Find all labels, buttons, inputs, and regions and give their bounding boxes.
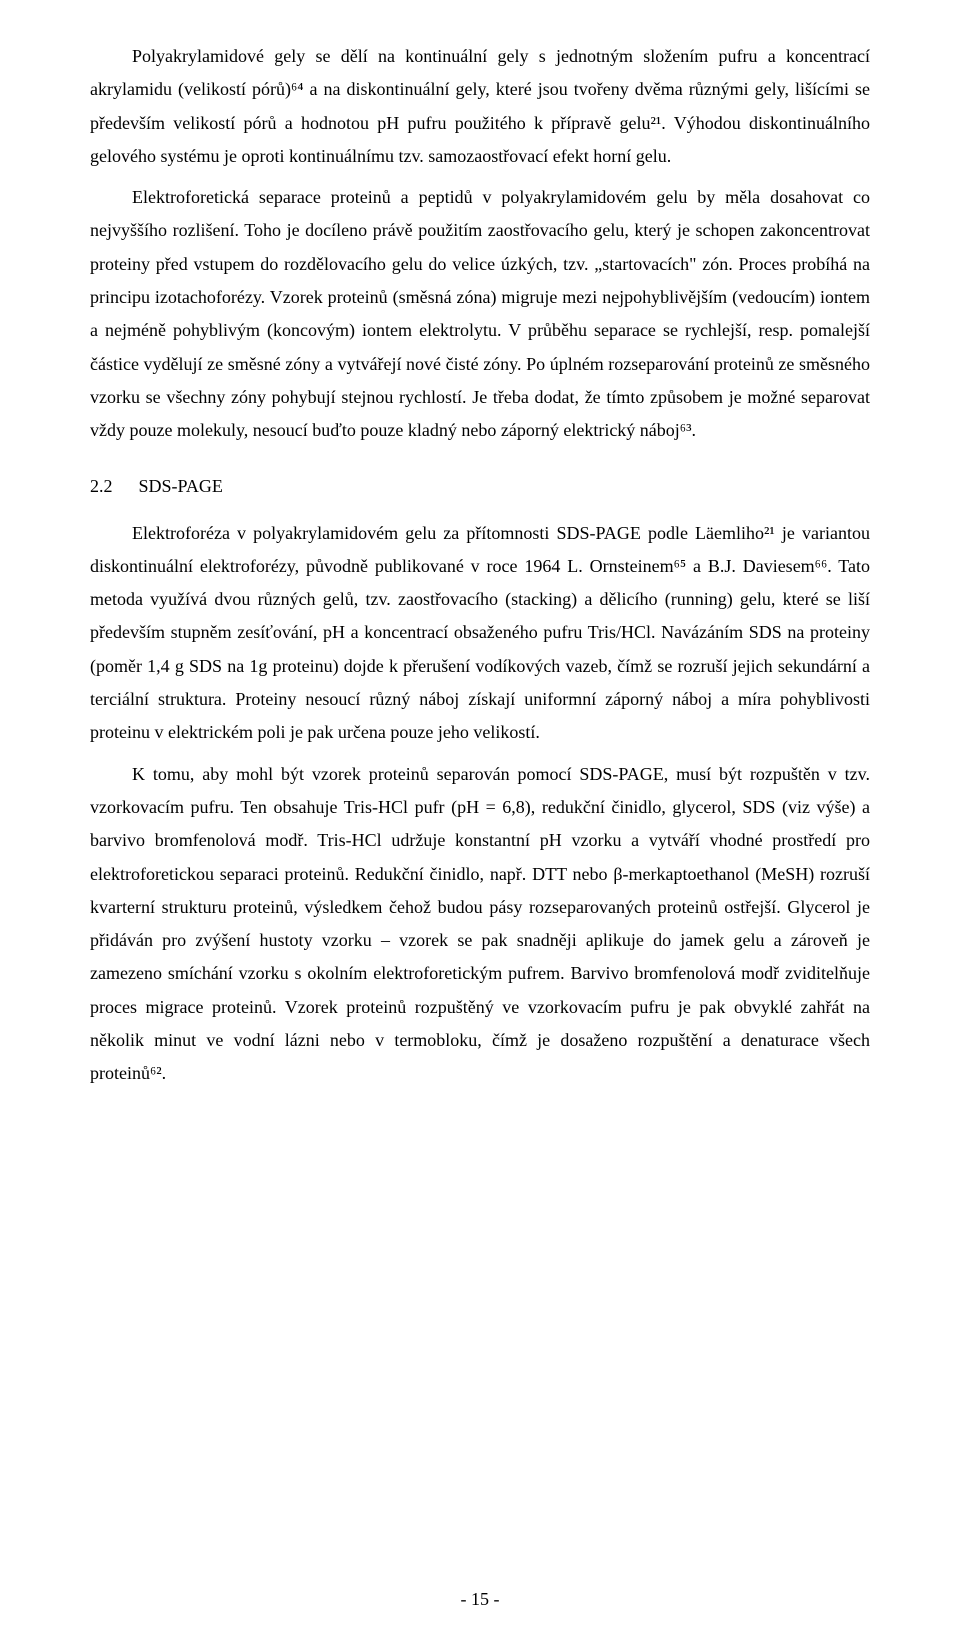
paragraph-2: Elektroforetická separace proteinů a pep… (90, 181, 870, 447)
paragraph-1: Polyakrylamidové gely se dělí na kontinu… (90, 40, 870, 173)
section-title: SDS-PAGE (139, 476, 223, 496)
document-page: Polyakrylamidové gely se dělí na kontinu… (0, 0, 960, 1640)
section-heading: 2.2 SDS-PAGE (90, 476, 870, 497)
page-number: - 15 - (0, 1589, 960, 1610)
paragraph-4: K tomu, aby mohl být vzorek proteinů sep… (90, 758, 870, 1091)
paragraph-3: Elektroforéza v polyakrylamidovém gelu z… (90, 517, 870, 750)
section-number: 2.2 (90, 476, 134, 497)
